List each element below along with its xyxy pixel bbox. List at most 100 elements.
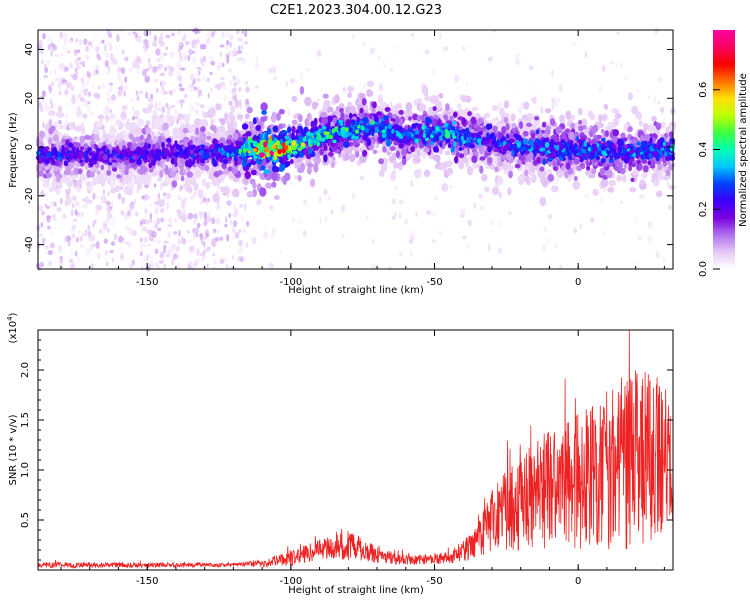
spectrogram-noise-cell <box>110 241 116 246</box>
spectrogram-ridge-cell <box>441 183 449 192</box>
spectrogram-ridge-cell <box>655 190 663 198</box>
spectrogram-noise-cell <box>553 101 558 108</box>
spectrogram-ridge-cell <box>220 186 227 193</box>
spectrogram-ridge-cell <box>438 93 444 99</box>
spectrogram-ridge-cell <box>201 178 206 187</box>
spectrogram-ridge-cell <box>347 92 353 99</box>
spectrogram-ridge-cell <box>408 116 412 121</box>
spectrogram-noise-cell <box>662 256 666 264</box>
spectrogram-ridge-cell <box>445 103 450 112</box>
spectrogram-noise-cell <box>88 234 94 242</box>
spectrogram-noise-cell <box>239 204 244 208</box>
spectrogram-noise-cell <box>44 66 48 74</box>
spectrogram-noise-cell <box>228 41 233 48</box>
spectrogram-noise-cell <box>107 95 110 99</box>
spectrogram-noise-cell <box>36 44 43 50</box>
spectrogram-ridge-cell <box>401 158 407 165</box>
spectrogram-noise-cell <box>377 55 382 60</box>
spectrogram-ridge-cell <box>526 122 533 128</box>
spectrogram-noise-cell <box>425 210 432 216</box>
spectrogram-noise-cell <box>194 101 199 106</box>
spectrogram-ridge-cell <box>561 165 566 172</box>
spectrogram-ridge-cell <box>572 180 581 190</box>
spectrogram-ridge-cell <box>611 108 620 114</box>
spectrogram-noise-cell <box>104 250 108 256</box>
spectrogram-noise-cell <box>68 258 74 263</box>
spectrogram-noise-cell <box>112 216 116 224</box>
spectrogram-ridge-cell <box>297 125 303 131</box>
spectrogram-noise-cell <box>404 218 408 225</box>
spectrogram-noise-cell <box>126 210 131 217</box>
spectrogram-noise-cell <box>668 204 672 211</box>
spectrogram-noise-cell <box>152 66 158 73</box>
spectrogram-noise-cell <box>223 94 229 103</box>
spectrogram-noise-cell <box>67 104 71 109</box>
spectrogram-ridge-cell <box>462 109 468 115</box>
spectrogram-noise-cell <box>46 215 51 219</box>
spectrogram-noise-cell <box>49 86 53 93</box>
spectrogram-noise-cell <box>46 59 51 66</box>
spectrogram-noise-cell <box>251 236 257 245</box>
spectrogram-noise-cell <box>92 82 95 91</box>
spectrogram-noise-cell <box>74 209 78 216</box>
spectrogram-noise-cell <box>107 65 111 71</box>
spectrogram-ridge-cell <box>135 126 141 135</box>
spectrogram-ridge-cell <box>79 173 86 181</box>
spectrogram-ridge-cell <box>306 166 312 175</box>
spectrogram-noise-cell <box>303 199 307 206</box>
spectrogram-ridge-cell <box>501 126 507 134</box>
spectrogram-noise-cell <box>632 260 637 265</box>
spectrogram-noise-cell <box>38 78 42 83</box>
spectrogram-noise-cell <box>149 203 154 207</box>
spectrogram-noise-cell <box>230 105 236 113</box>
spectrogram-ridge-cell <box>297 175 302 182</box>
spectrogram-noise-cell <box>105 115 109 124</box>
spectrogram-noise-cell <box>41 210 46 216</box>
spectrogram-noise-cell <box>158 260 164 264</box>
spectrogram-noise-cell <box>124 226 130 230</box>
spectrogram-noise-cell <box>394 185 399 190</box>
spectrogram-ridge-cell <box>96 121 103 127</box>
spectrogram-ridge-cell <box>106 169 112 176</box>
spectrogram-noise-cell <box>135 251 140 256</box>
spectrogram-ridge-cell <box>511 122 517 129</box>
spectrogram-ridge-cell <box>133 110 140 118</box>
spectrogram-noise-cell <box>147 63 153 70</box>
spectrogram-noise-cell <box>165 46 169 50</box>
spectrogram-noise-cell <box>51 81 54 87</box>
spectrogram-ridge-cell <box>114 185 120 193</box>
spectrogram-ridge-cell <box>215 103 222 111</box>
spectrogram-noise-cell <box>141 195 146 200</box>
spectrogram-ridge-cell <box>278 108 285 115</box>
spectrogram-noise-cell <box>71 233 76 239</box>
spectrogram-noise-cell <box>40 237 44 244</box>
spectrogram-ridge-cell <box>565 110 572 120</box>
spectrogram-ridge-cell <box>334 94 340 104</box>
spectrogram-noise-cell <box>79 38 83 47</box>
spectrogram-ridge-cell <box>297 167 305 173</box>
spectrogram-noise-cell <box>219 61 222 68</box>
spectrogram-ridge-cell <box>241 123 249 130</box>
spectrogram-noise-cell <box>389 67 394 72</box>
spectrogram-ridge-cell <box>209 107 216 118</box>
spectrogram-noise-cell <box>47 250 53 256</box>
spectrogram-noise-cell <box>155 219 159 224</box>
spectrogram-ridge-cell <box>390 173 396 182</box>
spectrogram-noise-cell <box>144 184 150 189</box>
spectrogram-noise-cell <box>376 150 381 154</box>
spectrogram-noise-cell <box>90 42 93 49</box>
spectrogram-noise-cell <box>123 240 126 244</box>
spectrogram-noise-cell <box>228 34 234 41</box>
spectrogram-noise-cell <box>163 263 166 270</box>
spectrogram-noise-cell <box>330 209 334 215</box>
spectrogram-ridge-cell <box>141 175 149 185</box>
spectrogram-ridge-cell <box>497 176 504 186</box>
spectrogram-noise-cell <box>170 105 176 108</box>
spectrogram-noise-cell <box>131 259 136 266</box>
spectrogram-ridge-cell <box>657 163 663 171</box>
spectrogram-ridge-cell <box>458 161 465 170</box>
spectrogram-noise-cell <box>272 66 277 74</box>
spectrogram-noise-cell <box>465 245 470 250</box>
spectrogram-noise-cell <box>167 65 172 71</box>
spectrogram-ridge-cell <box>259 187 267 197</box>
